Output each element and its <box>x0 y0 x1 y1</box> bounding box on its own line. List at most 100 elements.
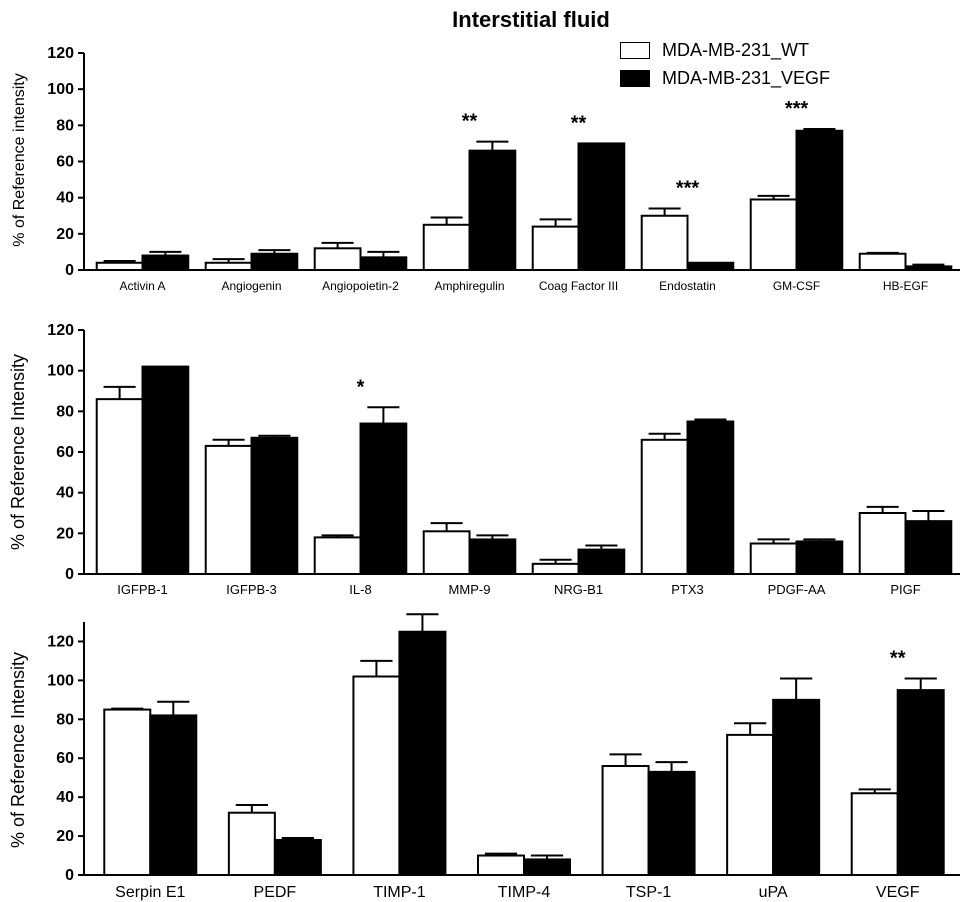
bar-wt <box>313 247 362 272</box>
bar-wt <box>204 261 253 271</box>
bar-vegf <box>398 630 447 876</box>
x-tick-label: MMP-9 <box>449 582 491 597</box>
bar-wt <box>640 438 689 575</box>
y-tick-label: 20 <box>56 828 74 845</box>
y-tick-label: 120 <box>47 322 74 339</box>
y-tick-label: 100 <box>47 672 74 689</box>
bar-vegf <box>250 252 299 272</box>
legend-swatch-wt <box>620 41 650 59</box>
y-tick-label: 60 <box>56 444 74 461</box>
x-tick-label: TIMP-4 <box>498 884 551 901</box>
x-tick-label: IGFPB-1 <box>117 582 168 597</box>
bar-wt <box>531 562 580 575</box>
bar-vegf <box>904 265 953 271</box>
bar-vegf <box>577 142 626 272</box>
bar-wt <box>103 708 152 876</box>
y-axis-label: % of Reference Intensity <box>8 354 28 550</box>
legend-entry-wt: MDA-MB-231_WT <box>620 36 830 64</box>
bar-wt <box>95 261 144 271</box>
bar-wt <box>227 811 276 877</box>
bar-vegf <box>468 149 517 271</box>
chart-panel-3: 0 20 40 60 80 100 120 % of Reference Intensity S… <box>8 613 960 901</box>
y-tick-label: 80 <box>56 711 74 728</box>
x-tick-label: Endostatin <box>659 279 716 293</box>
significance-annotation: ** <box>571 112 587 134</box>
legend-label-wt: MDA-MB-231_WT <box>662 39 810 60</box>
bar-vegf <box>795 540 844 576</box>
x-tick-label: Amphiregulin <box>434 279 504 293</box>
significance-annotation: ** <box>462 111 478 133</box>
bar-vegf <box>141 254 190 272</box>
bar-wt <box>726 733 775 877</box>
y-tick-label: 80 <box>56 403 74 420</box>
x-tick-label: Serpin E1 <box>115 884 185 901</box>
x-tick-label: TIMP-1 <box>373 884 426 901</box>
bar-vegf <box>647 770 696 876</box>
y-tick-label: 0 <box>65 262 74 279</box>
significance-annotation: ** <box>890 647 906 669</box>
x-tick-label: Angiogenin <box>221 279 281 293</box>
y-tick-label: 0 <box>65 867 74 884</box>
bar-vegf <box>904 520 953 576</box>
bar-wt <box>477 854 525 876</box>
x-tick-label: PEDF <box>254 884 297 901</box>
y-tick-label: 40 <box>56 789 74 806</box>
x-tick-label: PIGF <box>890 582 920 597</box>
bar-vegf <box>250 436 299 575</box>
bar-wt <box>749 198 798 272</box>
x-tick-label: PDGF-AA <box>768 582 826 597</box>
y-tick-label: 0 <box>65 566 74 583</box>
bar-vegf <box>523 858 571 877</box>
chart-panel-1: 0 20 40 60 80 100 120 % of Reference intensity A… <box>11 45 960 293</box>
x-tick-label: NRG-B1 <box>554 582 603 597</box>
bar-wt <box>749 542 798 575</box>
bar-wt <box>422 530 471 575</box>
bar-vegf <box>686 420 735 575</box>
bar-wt <box>601 765 650 876</box>
significance-annotation: *** <box>785 98 809 120</box>
x-tick-label: PTX3 <box>671 582 704 597</box>
y-tick-label: 100 <box>47 363 74 380</box>
bar-vegf <box>273 838 322 877</box>
chart-title: Interstitial fluid <box>452 7 610 32</box>
bar-wt <box>95 398 144 575</box>
bar-wt <box>640 214 689 271</box>
legend-entry-vegf: MDA-MB-231_VEGF <box>620 64 830 92</box>
x-tick-label: TSP-1 <box>626 884 671 901</box>
x-tick-label: HB-EGF <box>883 279 928 293</box>
y-tick-label: 20 <box>56 525 74 542</box>
y-axis-label: % of Reference intensity <box>11 73 28 246</box>
x-tick-label: VEGF <box>876 884 920 901</box>
bar-vegf <box>359 422 408 575</box>
x-tick-label: IL-8 <box>349 582 371 597</box>
bar-vegf <box>359 256 408 272</box>
bar-vegf <box>772 698 821 876</box>
bar-vegf <box>795 129 844 271</box>
bar-vegf <box>686 261 735 271</box>
chart-panel-2: 0 20 40 60 80 100 120 % of Reference Intensity I… <box>8 322 960 597</box>
y-tick-label: 60 <box>56 154 74 171</box>
y-tick-label: 120 <box>47 45 74 62</box>
bar-vegf <box>149 714 198 877</box>
significance-annotation: * <box>357 376 365 398</box>
bar-vegf <box>896 689 945 876</box>
bar-wt <box>858 512 907 575</box>
y-tick-label: 100 <box>47 81 74 98</box>
x-tick-label: Activin A <box>119 279 165 293</box>
x-tick-label: uPA <box>759 884 788 901</box>
bar-vegf <box>577 548 626 575</box>
bar-wt <box>313 536 362 576</box>
x-tick-label: GM-CSF <box>773 279 820 293</box>
legend: MDA-MB-231_WT MDA-MB-231_VEGF <box>620 36 830 92</box>
bar-wt <box>352 675 401 876</box>
x-tick-label: IGFPB-3 <box>226 582 277 597</box>
x-tick-label: Coag Factor III <box>539 279 618 293</box>
bar-wt <box>531 225 580 272</box>
bar-wt <box>850 792 899 876</box>
legend-label-vegf: MDA-MB-231_VEGF <box>662 67 831 88</box>
y-tick-label: 80 <box>56 117 74 134</box>
bar-vegf <box>141 365 190 575</box>
y-tick-label: 40 <box>56 190 74 207</box>
y-tick-label: 40 <box>56 485 74 502</box>
chart-panels: 0 20 40 60 80 100 120 % of Reference intensity A… <box>8 45 960 901</box>
